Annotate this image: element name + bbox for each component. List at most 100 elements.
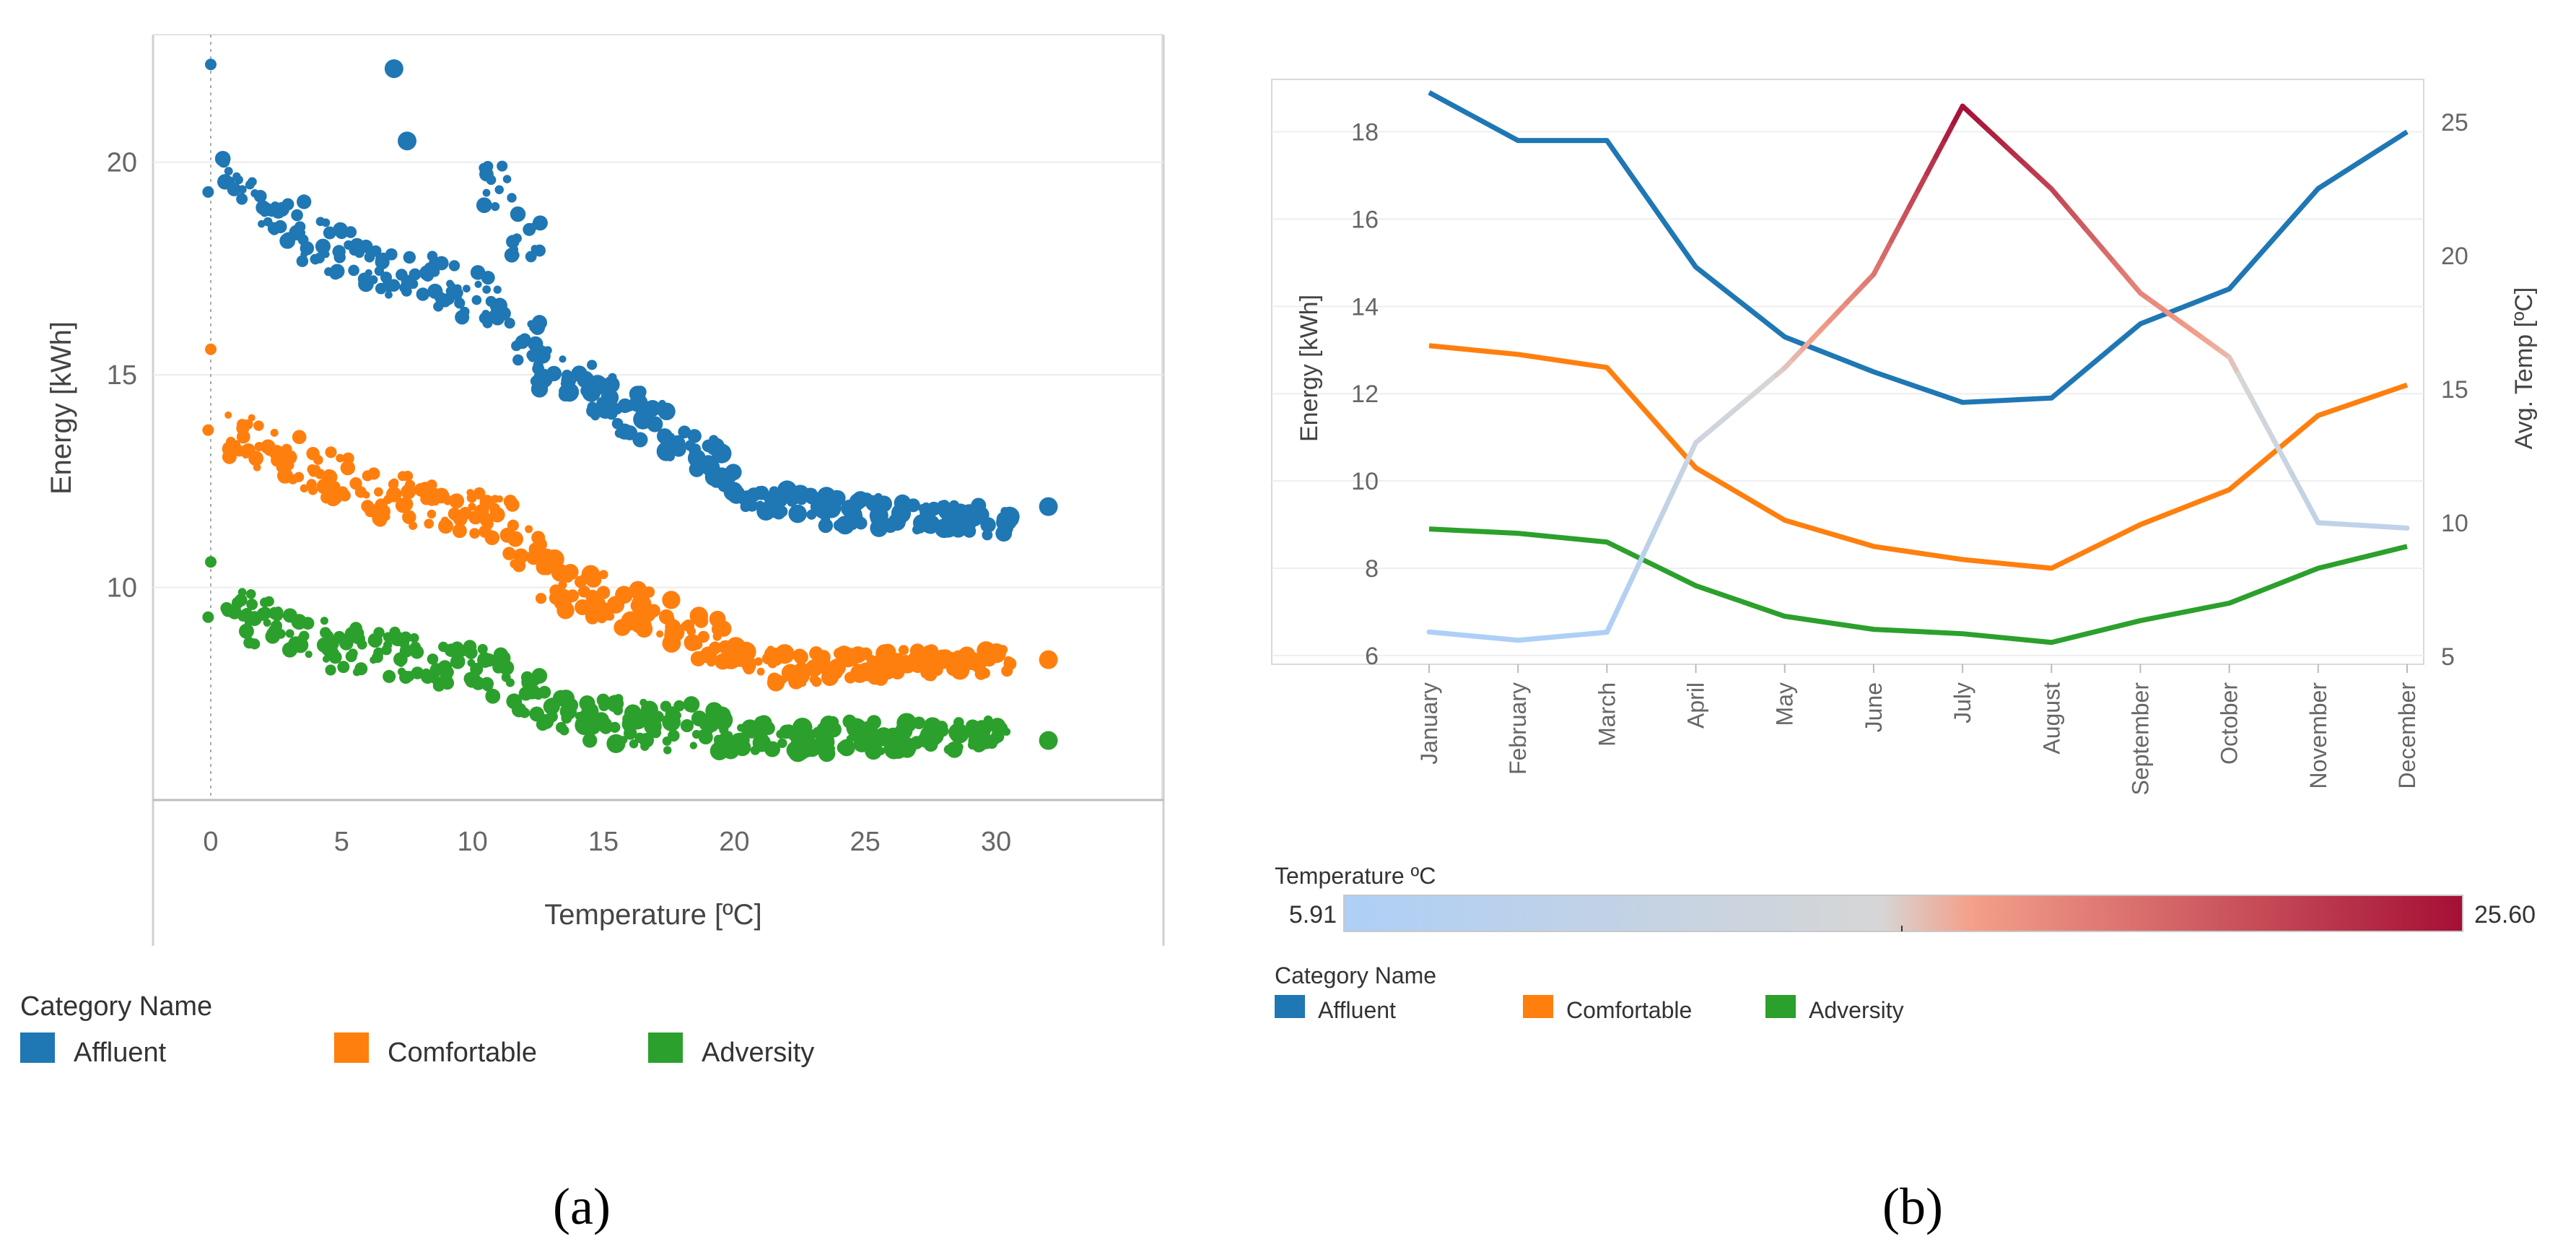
scatter-point-adversity (238, 623, 254, 639)
scatter-point-comfortable (1039, 650, 1058, 669)
line-chart-b: 6 8 10 12 14 16 18 5 10 15 20 25 January February Marc… (1271, 79, 2538, 1235)
scatter-point-affluent (860, 492, 873, 506)
chart-b-left-axis-label: Energy [kWh] (1296, 295, 1323, 442)
scatter-point-affluent (471, 295, 482, 305)
legend-a-affluent-swatch (20, 1033, 55, 1063)
scatter-point-comfortable (818, 661, 831, 675)
scatter-point-adversity (974, 732, 992, 749)
scatter-point-adversity (825, 721, 842, 738)
scatter-point-comfortable (558, 580, 567, 590)
scatter-point-affluent (715, 472, 723, 481)
scatter-point-adversity (529, 706, 545, 722)
scatter-point-comfortable (1004, 656, 1013, 665)
series-line-avg-temp (1604, 610, 1619, 635)
scatter-point-affluent (647, 416, 663, 432)
scatter-point-comfortable (656, 630, 664, 638)
scatter-point-comfortable (325, 446, 337, 458)
scatter-point-comfortable (525, 525, 533, 534)
series-line-avg-temp (1675, 458, 1690, 484)
scatter-point-adversity (609, 721, 621, 733)
series-line-avg-temp (1613, 591, 1628, 616)
series-line-avg-temp (2227, 355, 2241, 377)
scatter-point-comfortable (505, 497, 520, 512)
scatter-point-affluent (267, 222, 280, 235)
scatter-point-comfortable (577, 585, 590, 598)
scatter-point-affluent (234, 175, 243, 185)
scatter-point-affluent (471, 271, 479, 279)
scatter-point-affluent (398, 131, 416, 151)
chart-b-right-tick-5: 5 (2441, 643, 2455, 671)
scatter-point-adversity (397, 659, 405, 667)
scatter-point-affluent (403, 251, 416, 264)
scatter-point-comfortable (878, 660, 892, 674)
scatter-point-comfortable (361, 500, 374, 513)
scatter-point-comfortable (793, 662, 810, 678)
scatter-point-adversity (639, 698, 647, 707)
scatter-point-comfortable (441, 493, 451, 504)
scatter-point-comfortable (774, 644, 795, 664)
scatter-point-adversity (686, 702, 698, 713)
scatter-point-adversity (292, 637, 309, 653)
scatter-point-affluent (795, 493, 808, 505)
scatter-point-affluent (1000, 506, 1020, 527)
scatter-point-affluent (873, 516, 888, 530)
scatter-point-affluent (315, 238, 331, 254)
scatter-point-affluent (314, 253, 325, 264)
scatter-point-comfortable (287, 474, 298, 484)
scatter-point-adversity (536, 718, 549, 731)
scatter-point-comfortable (951, 665, 961, 675)
scatter-point-affluent (490, 201, 500, 212)
series-line-avg-temp (2244, 388, 2259, 409)
scatter-point-affluent (767, 495, 777, 504)
scatter-point-comfortable (958, 646, 976, 664)
scatter-point-affluent (510, 206, 526, 222)
scatter-point-adversity (268, 624, 283, 638)
scatter-point-adversity (725, 731, 733, 739)
scatter-point-affluent (528, 336, 543, 352)
scatter-point-comfortable (689, 607, 709, 625)
scatter-point-comfortable (507, 519, 519, 531)
scatter-point-affluent (1039, 497, 1058, 516)
legend-a-comfortable-label: Comfortable (388, 1038, 537, 1068)
scatter-point-affluent (530, 375, 542, 387)
scatter-point-comfortable (756, 667, 765, 676)
chart-b-left-tick-10: 10 (1351, 468, 1379, 495)
scatter-point-adversity (323, 630, 334, 641)
scatter-point-comfortable (623, 619, 633, 629)
series-line-avg-temp (1640, 534, 1654, 560)
temperature-legend-min: 5.91 (1289, 901, 1337, 929)
scatter-point-comfortable (811, 677, 822, 687)
scatter-point-comfortable (647, 604, 660, 618)
series-line-avg-temp (2297, 487, 2312, 509)
scatter-point-affluent (321, 218, 331, 227)
scatter-point-adversity (245, 588, 256, 599)
scatter-point-affluent (982, 529, 993, 541)
scatter-point-adversity (383, 669, 396, 683)
scatter-point-affluent (453, 284, 461, 293)
scatter-point-affluent (291, 209, 303, 222)
scatter-point-adversity (707, 720, 719, 732)
scatter-point-affluent (294, 221, 306, 232)
scatter-point-affluent (416, 287, 430, 301)
chart-a-x-tick-15: 15 (588, 827, 619, 857)
scatter-point-adversity (450, 653, 466, 669)
scatter-point-adversity (946, 741, 963, 758)
chart-b-plot-frame (1271, 79, 2424, 665)
scatter-point-comfortable (374, 487, 383, 497)
scatter-point-comfortable (977, 641, 996, 661)
chart-b-left-tick-12: 12 (1351, 381, 1379, 408)
scatter-point-adversity (256, 607, 271, 621)
chart-b-x-tick-february: February (1505, 682, 1531, 775)
chart-a-x-tick-0: 0 (203, 827, 218, 857)
scatter-point-affluent (482, 318, 493, 329)
scatter-point-affluent (224, 167, 233, 176)
scatter-point-adversity (652, 710, 664, 723)
scatter-point-comfortable (662, 591, 681, 609)
scatter-point-affluent (515, 334, 530, 349)
series-line-avg-temp (1622, 573, 1636, 597)
scatter-point-comfortable (402, 510, 416, 524)
scatter-point-adversity (234, 594, 248, 607)
series-line-avg-temp (1924, 154, 1939, 176)
scatter-point-comfortable (458, 507, 472, 521)
